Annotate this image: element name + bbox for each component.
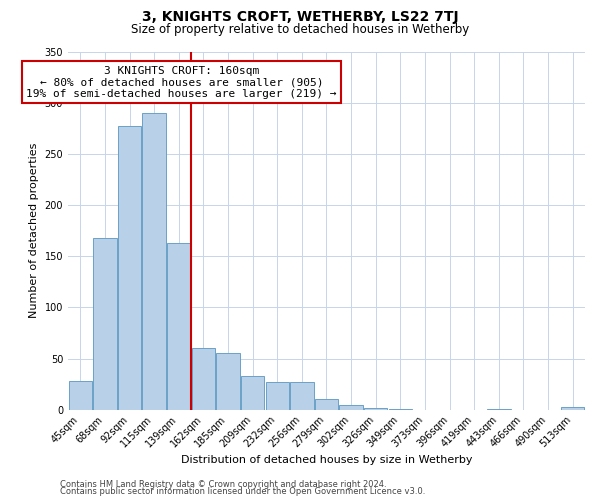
Bar: [389, 408, 412, 410]
Text: 3 KNIGHTS CROFT: 160sqm
← 80% of detached houses are smaller (905)
19% of semi-d: 3 KNIGHTS CROFT: 160sqm ← 80% of detache…: [26, 66, 337, 99]
Bar: [290, 382, 314, 409]
Text: Contains public sector information licensed under the Open Government Licence v3: Contains public sector information licen…: [60, 487, 425, 496]
Y-axis label: Number of detached properties: Number of detached properties: [29, 143, 39, 318]
Bar: [167, 243, 190, 410]
Bar: [315, 400, 338, 409]
Bar: [487, 408, 511, 410]
Bar: [68, 381, 92, 410]
Bar: [142, 113, 166, 410]
Bar: [340, 404, 363, 409]
Bar: [93, 238, 116, 410]
Bar: [241, 376, 265, 410]
Text: Contains HM Land Registry data © Crown copyright and database right 2024.: Contains HM Land Registry data © Crown c…: [60, 480, 386, 489]
Bar: [216, 354, 239, 410]
Text: 3, KNIGHTS CROFT, WETHERBY, LS22 7TJ: 3, KNIGHTS CROFT, WETHERBY, LS22 7TJ: [142, 10, 458, 24]
Bar: [364, 408, 388, 410]
X-axis label: Distribution of detached houses by size in Wetherby: Distribution of detached houses by size …: [181, 455, 472, 465]
Text: Size of property relative to detached houses in Wetherby: Size of property relative to detached ho…: [131, 22, 469, 36]
Bar: [561, 406, 584, 410]
Bar: [191, 348, 215, 410]
Bar: [266, 382, 289, 409]
Bar: [118, 126, 141, 410]
